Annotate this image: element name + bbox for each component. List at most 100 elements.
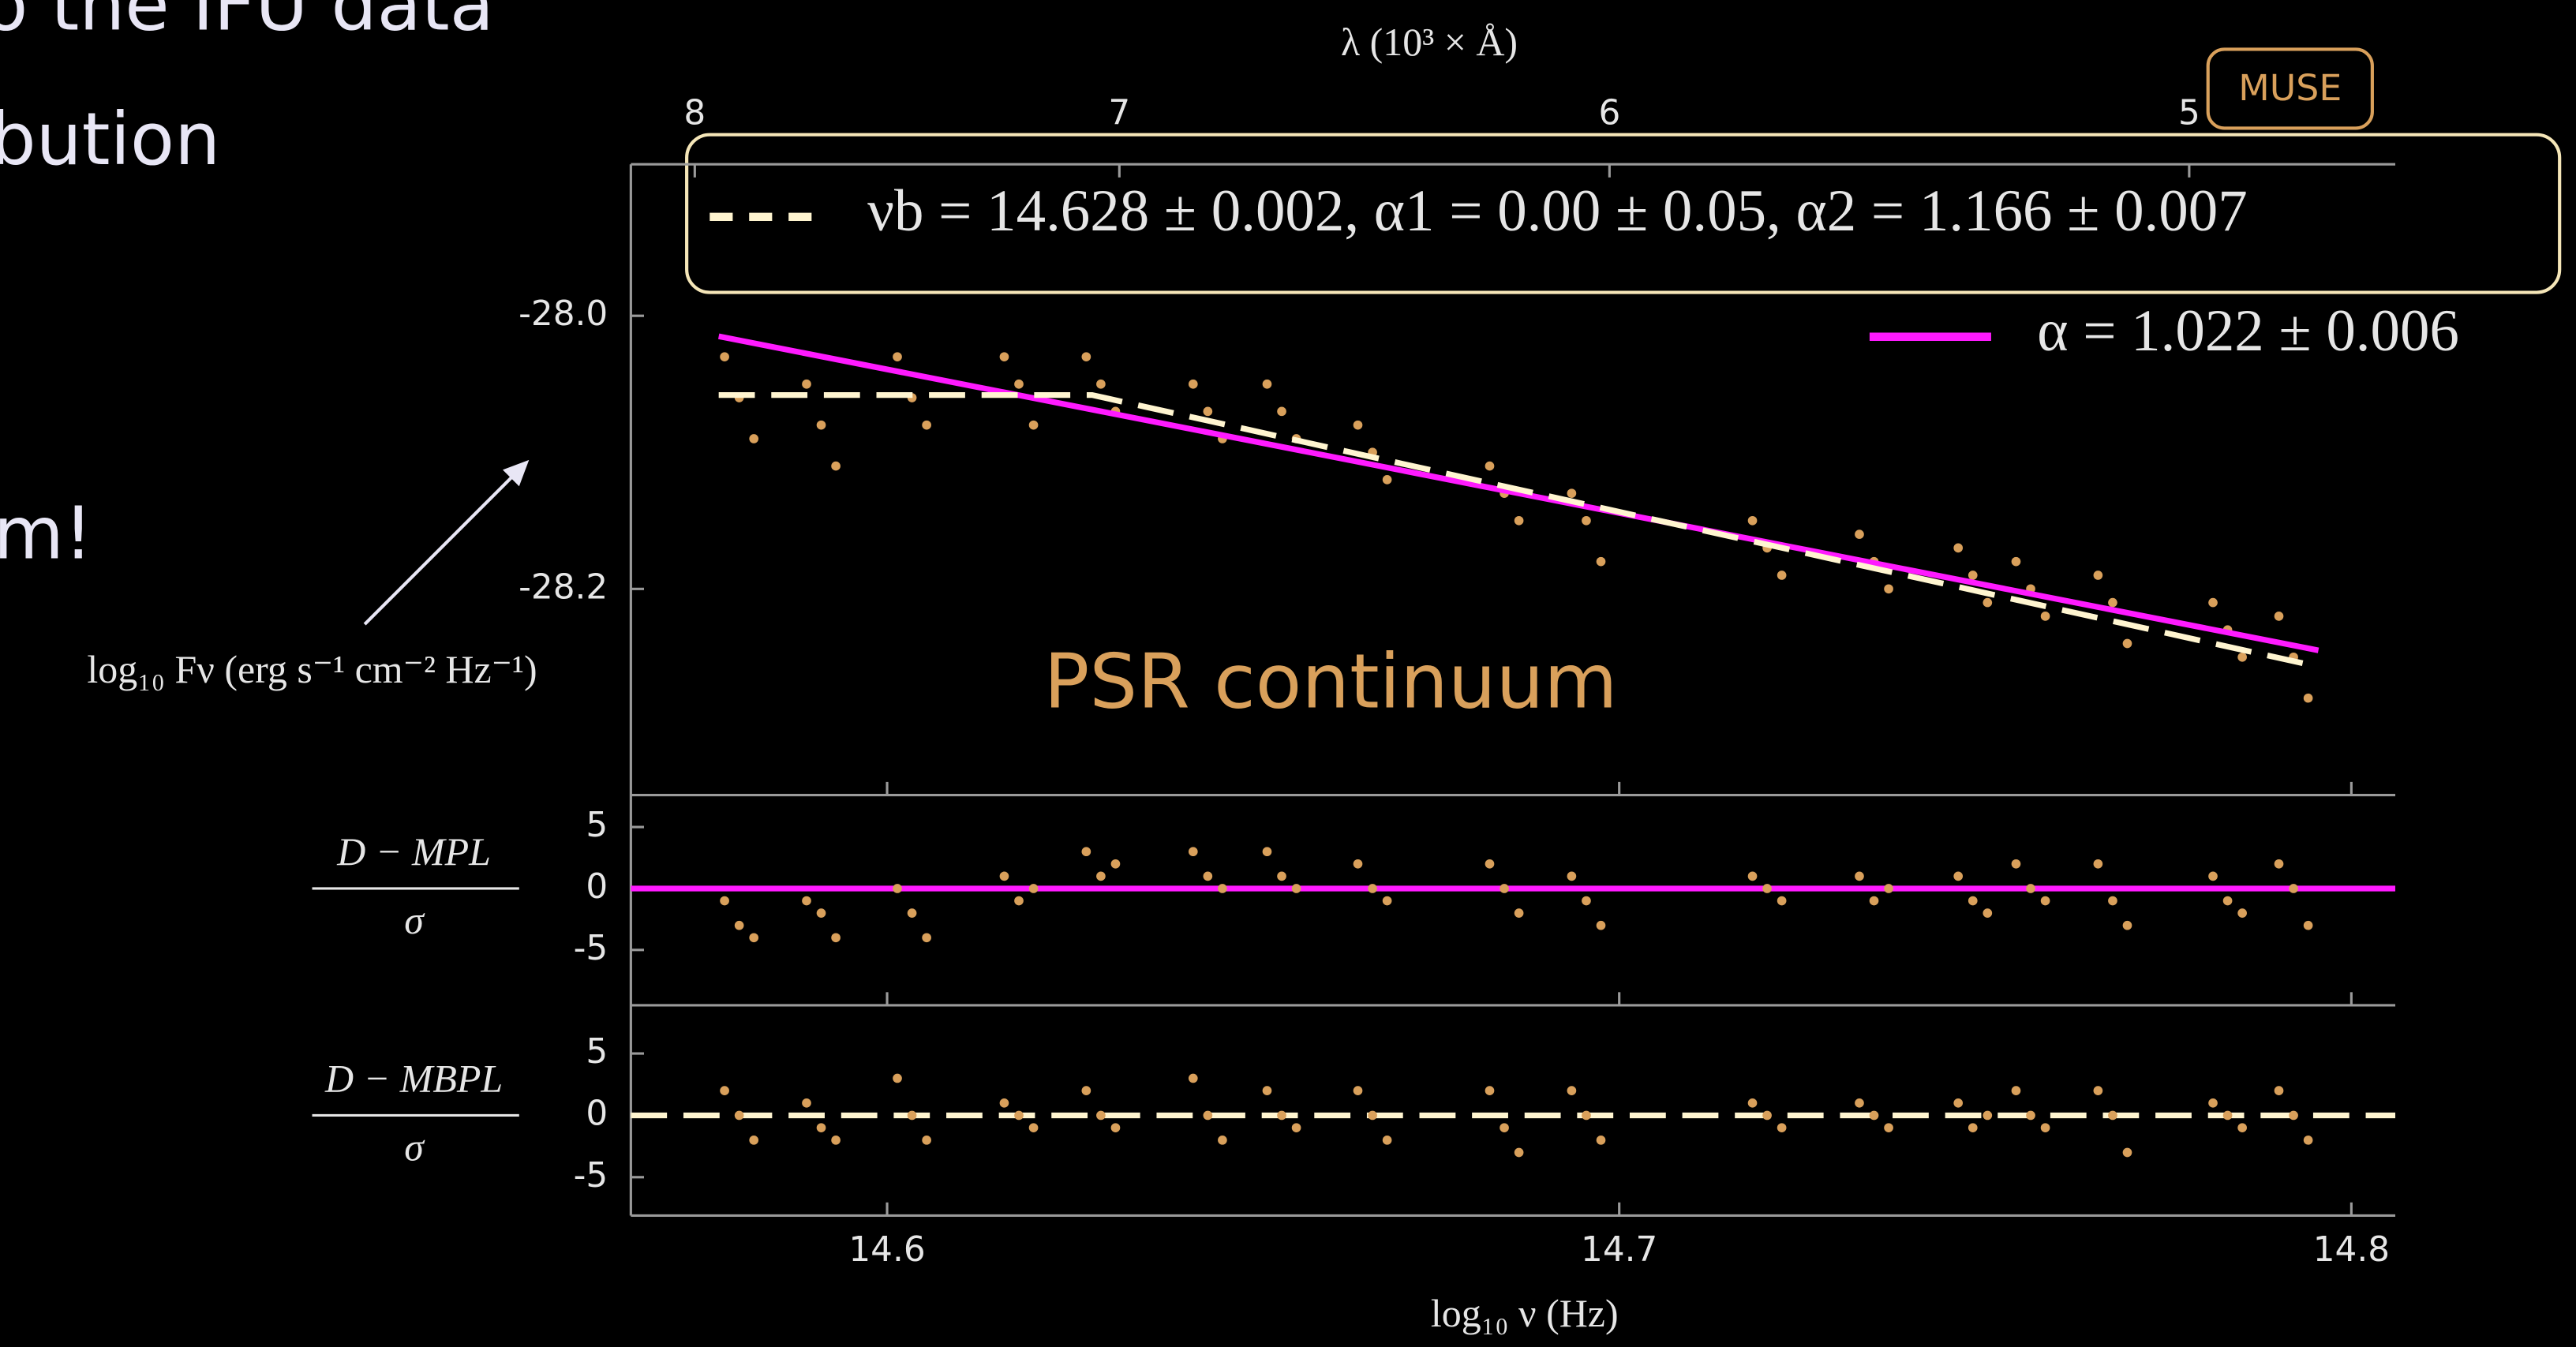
data-point [1485, 859, 1495, 869]
data-point [1292, 1123, 1301, 1132]
y-axis-title: σ [404, 1125, 425, 1169]
data-point [1884, 584, 1893, 593]
data-point [1485, 462, 1495, 471]
model-line [719, 336, 2319, 650]
data-point [893, 884, 902, 893]
y-tick-label: -28.2 [519, 567, 608, 607]
data-point [749, 434, 758, 443]
data-point [2237, 908, 2247, 918]
data-point [1277, 407, 1286, 417]
data-point [2094, 571, 2103, 580]
data-point [1515, 908, 1524, 918]
data-point [1983, 1111, 1992, 1121]
data-point [817, 908, 826, 918]
data-point [1096, 1111, 1106, 1121]
data-point [1515, 516, 1524, 526]
data-point [2237, 653, 2247, 662]
data-point [1096, 872, 1106, 881]
data-point [2123, 921, 2132, 930]
data-point [1263, 1086, 1272, 1095]
data-point [2223, 896, 2233, 906]
data-point [2026, 884, 2035, 893]
slide-text: bution [0, 97, 220, 181]
data-point [2108, 598, 2117, 608]
data-point [1014, 896, 1024, 906]
data-point [1014, 380, 1024, 389]
data-point [1968, 571, 1978, 580]
data-point [1870, 1111, 1879, 1121]
data-point [1111, 1123, 1121, 1132]
x2-tick-label: 7 [1108, 93, 1130, 133]
x2-tick-label: 5 [2178, 93, 2200, 133]
data-point [1383, 1136, 1392, 1145]
data-point [2012, 557, 2021, 567]
data-point [1968, 1123, 1978, 1132]
data-point [2208, 598, 2218, 608]
data-point [1485, 1086, 1495, 1095]
annotation: PSR continuum [1044, 638, 1618, 726]
y-tick-label: 5 [586, 1031, 608, 1072]
arrow [365, 466, 522, 624]
data-point [1884, 1123, 1893, 1132]
data-point [2289, 1111, 2298, 1121]
data-point [2208, 872, 2218, 881]
x2-tick-label: 6 [1598, 93, 1620, 133]
y-tick-label: -5 [574, 1155, 608, 1195]
data-point [1354, 421, 1363, 430]
data-point [2041, 896, 2050, 906]
data-point [817, 421, 826, 430]
data-point [1597, 1136, 1606, 1145]
data-point [1762, 884, 1772, 893]
data-point [1263, 380, 1272, 389]
y-axis-title: D − MPL [336, 829, 491, 874]
data-point [1189, 1074, 1198, 1083]
data-point [1582, 896, 1591, 906]
data-point [1354, 1086, 1363, 1095]
x-tick-label: 14.7 [1581, 1229, 1657, 1270]
data-point [1953, 872, 1963, 881]
data-point [1567, 872, 1577, 881]
data-point [802, 380, 811, 389]
data-point [908, 908, 917, 918]
data-point [2123, 639, 2132, 649]
data-point [1277, 1111, 1286, 1121]
data-point [749, 933, 758, 942]
data-point [1218, 1136, 1227, 1145]
data-point [1953, 1098, 1963, 1108]
data-point [1082, 1086, 1091, 1095]
y-tick-label: 0 [586, 1093, 608, 1133]
data-point [1383, 896, 1392, 906]
data-point [1218, 884, 1227, 893]
data-point [1762, 1111, 1772, 1121]
data-point [1777, 896, 1787, 906]
data-point [720, 1086, 729, 1095]
data-point [1748, 1098, 1758, 1108]
model-line [719, 395, 2319, 667]
data-point [1567, 1086, 1577, 1095]
data-point [1748, 872, 1758, 881]
legend-label: α = 1.022 ± 0.006 [2037, 298, 2459, 364]
data-point [735, 1111, 744, 1121]
data-point [2123, 1148, 2132, 1158]
data-point [2304, 694, 2313, 703]
data-point [831, 1136, 841, 1145]
data-point [1082, 847, 1091, 856]
data-point [2275, 859, 2284, 869]
badge: MUSE [2238, 66, 2342, 109]
y-axis-title: D − MBPL [324, 1056, 503, 1100]
data-point [1983, 598, 1992, 608]
data-point [1953, 544, 1963, 553]
data-point [749, 1136, 758, 1145]
data-point [1029, 884, 1039, 893]
data-point [2237, 1123, 2247, 1132]
data-point [1082, 352, 1091, 361]
y-tick-label: 0 [586, 866, 608, 907]
data-point [2304, 921, 2313, 930]
data-point [817, 1123, 826, 1132]
data-point [1748, 516, 1758, 526]
x-axis-title: log₁₀ ν (Hz) [1431, 1291, 1619, 1335]
data-point [1189, 847, 1198, 856]
data-point [1597, 921, 1606, 930]
data-point [1263, 847, 1272, 856]
data-point [2289, 884, 2298, 893]
